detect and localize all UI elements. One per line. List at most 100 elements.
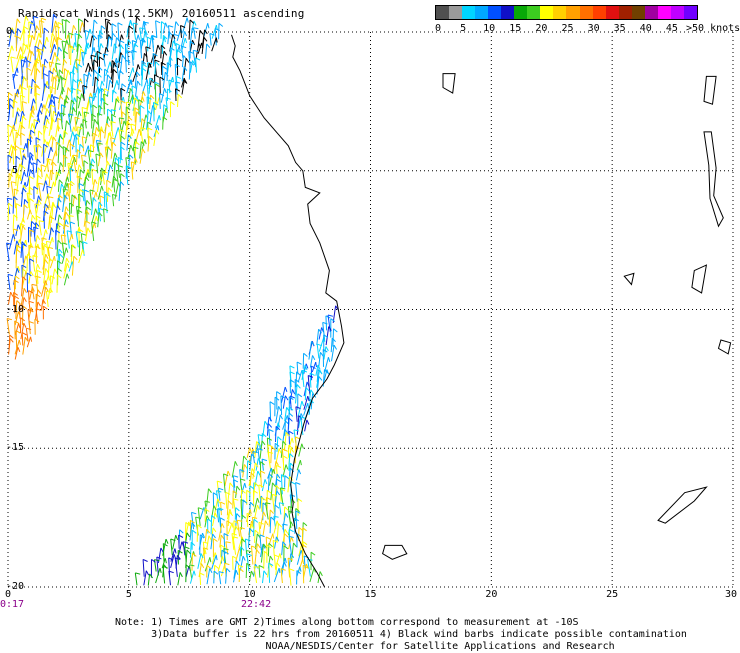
wind-barb [190, 542, 191, 558]
wind-barb [16, 204, 17, 221]
wind-barb-flag [192, 530, 196, 533]
wind-barb-flag [84, 74, 88, 77]
wind-barb-flag [237, 514, 240, 518]
wind-barb-flag [250, 448, 252, 453]
wind-barb [84, 190, 86, 206]
wind-barb-flag [176, 43, 180, 46]
wind-barb-flag [262, 459, 267, 461]
wind-barb [296, 407, 297, 422]
wind-barb-flag [279, 568, 280, 573]
wind-barb-flag [252, 517, 257, 518]
wind-barb [41, 300, 43, 311]
wind-barb-flag [291, 448, 294, 452]
wind-barb [48, 288, 50, 299]
wind-barb-flag [304, 353, 308, 356]
wind-barb [255, 441, 257, 457]
wind-barb-flag [59, 112, 60, 117]
footnotes: Note: 1) Times are GMT 2)Times along bot… [115, 617, 687, 653]
wind-barb [70, 72, 71, 88]
wind-barb-flag [134, 147, 139, 148]
wind-barb-flag [149, 136, 153, 140]
wind-barb-flag [264, 571, 267, 575]
wind-barb-flag [26, 240, 27, 245]
wind-barb [118, 166, 119, 178]
wind-barb [283, 456, 284, 470]
wind-barb-flag [29, 86, 33, 89]
wind-barb [114, 179, 115, 192]
wind-barb-flag [284, 546, 288, 549]
wind-barb [133, 158, 136, 172]
wind-barb-flag [33, 17, 38, 18]
wind-barb-flag [29, 176, 33, 179]
wind-barb [277, 553, 280, 564]
wind-barb-flag [227, 568, 230, 572]
wind-barb-flag [121, 45, 124, 49]
wind-barb-flag [277, 563, 280, 567]
wind-barb-flag [47, 108, 49, 113]
wind-barb-flag [8, 274, 13, 276]
wind-barb [143, 559, 144, 576]
wind-barb-flag [285, 507, 289, 510]
wind-barb [112, 44, 114, 60]
wind-barb [23, 337, 25, 354]
wind-barb-flag [219, 23, 223, 26]
wind-barb [200, 535, 201, 555]
wind-barb-flag [17, 68, 18, 73]
wind-barb-flag [291, 522, 293, 527]
wind-barb-flag [194, 21, 196, 26]
wind-barb-flag [297, 372, 301, 375]
wind-barb-flag [68, 177, 69, 182]
wind-barb-flag [313, 355, 315, 359]
wind-barb [46, 291, 48, 307]
wind-barb [168, 31, 169, 44]
wind-barb [276, 426, 277, 442]
wind-barb [119, 71, 120, 90]
wind-barb-flag [213, 539, 217, 542]
wind-barb-flag [166, 539, 168, 544]
wind-barb-flag [59, 145, 63, 149]
wind-barb [210, 34, 211, 46]
wind-barb-flag [37, 270, 42, 272]
island-outline [443, 74, 455, 94]
wind-barb-flag [251, 571, 253, 576]
wind-barb [104, 47, 106, 58]
wind-barb-flag [275, 505, 279, 508]
wind-barb [140, 40, 141, 58]
lat-lon-grid [8, 32, 733, 587]
wind-barb [225, 471, 228, 486]
wind-barb-flag [59, 180, 62, 184]
wind-barb-flag [176, 76, 181, 78]
wind-barb-flag [41, 165, 46, 167]
wind-barb [33, 163, 34, 178]
wind-barb [181, 31, 184, 46]
wind-barb [71, 25, 73, 38]
wind-barb [72, 79, 73, 93]
wind-barb-flag [189, 52, 194, 54]
wind-barb-flag [311, 552, 315, 555]
wind-barb-flag [303, 523, 307, 526]
wind-barb [228, 483, 230, 501]
wind-barb-flag [19, 323, 20, 328]
wind-barb-flag [108, 188, 111, 192]
wind-barb [272, 494, 274, 512]
wind-barb [27, 254, 28, 271]
wind-barb [148, 574, 149, 586]
wind-barb [93, 20, 95, 38]
wind-barb-flag [117, 80, 118, 85]
wind-barb-flag [14, 189, 19, 191]
wind-barb-flag [185, 38, 186, 43]
wind-barb-flag [46, 287, 49, 291]
wind-barb [114, 127, 119, 142]
wind-barb [35, 60, 36, 80]
wind-barb-flag [302, 401, 304, 406]
wind-barb [131, 162, 132, 180]
wind-barb-flag [79, 165, 81, 169]
wind-barb-flag [68, 88, 71, 92]
wind-barb-flag [244, 456, 247, 460]
wind-barb-flag [11, 57, 16, 58]
wind-barb [27, 210, 30, 220]
wind-barb-flag [286, 513, 288, 517]
wind-barb [63, 155, 64, 172]
wind-barb-flag [296, 483, 301, 485]
wind-barb-flag [51, 228, 53, 233]
